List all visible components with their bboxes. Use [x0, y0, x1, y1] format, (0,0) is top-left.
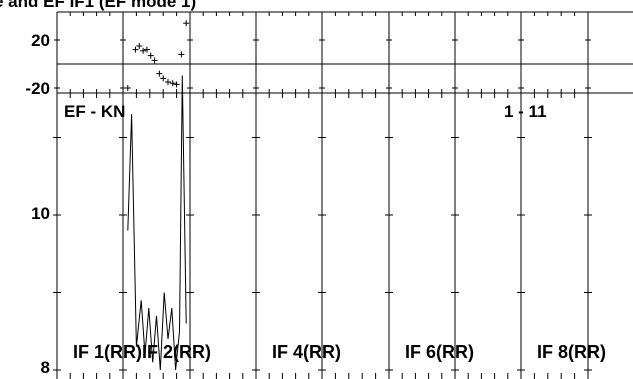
time-range-label: 1 - 11	[504, 102, 547, 121]
if-panel-label: IF 8(RR)	[537, 342, 606, 362]
baseline-label: EF - KN	[64, 102, 125, 121]
if-panel-label: IF 1(RR)	[73, 342, 142, 362]
chart-title-fragment: e and EF IF1 (EF mode 1)	[0, 0, 196, 11]
if-panel-label: IF 4(RR)	[272, 342, 341, 362]
amp-ytick-label: 10	[31, 204, 50, 223]
plot-marks	[124, 20, 190, 371]
amp-ytick-label: 8	[41, 358, 50, 377]
plot-frames	[53, 11, 633, 379]
if-panel-label: IF 6(RR)	[405, 342, 474, 362]
phase-ytick-label: -20	[25, 79, 50, 98]
amplitude-line	[127, 75, 187, 371]
phase-ytick-label: 20	[31, 31, 50, 50]
